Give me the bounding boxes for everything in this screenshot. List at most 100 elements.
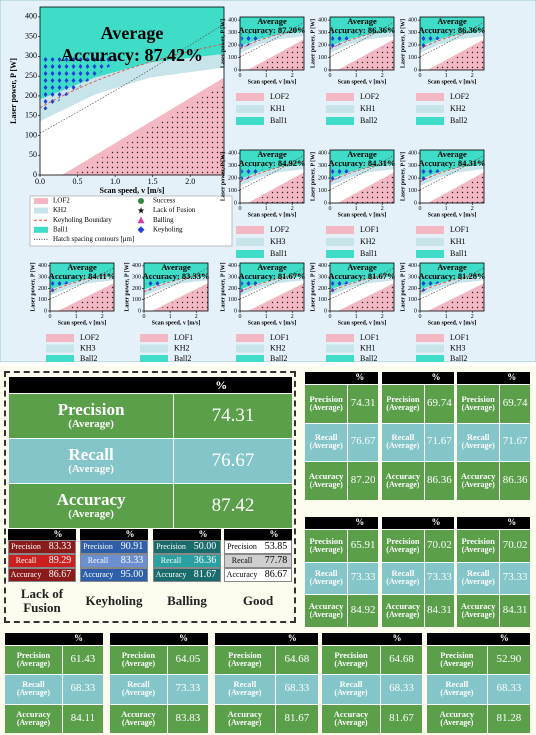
table-header — [305, 517, 378, 529]
metric-value: 74.31 — [173, 393, 292, 438]
class-metric-label: Recall — [231, 555, 253, 565]
keyhole-markers — [145, 277, 173, 293]
x-tick-label: 0 — [419, 206, 422, 212]
metric-sub: (Average) — [68, 462, 114, 475]
class-value: 50.00 — [193, 540, 217, 552]
metric-value: 69.74 — [423, 384, 454, 423]
class-row — [153, 554, 221, 568]
metric-sub: (Average) — [461, 544, 495, 554]
x-axis-label: Scan speed, v [m/s] — [428, 320, 477, 326]
table-row — [215, 674, 318, 704]
boundary-line — [419, 273, 485, 293]
x-tick-label: 0 — [49, 314, 52, 320]
class-metric-label: Recall — [87, 555, 109, 565]
x-tick-label: 1 — [355, 73, 358, 79]
table-row — [382, 529, 454, 562]
y-tick-label: 200 — [25, 91, 37, 100]
class-value: 90.91 — [120, 540, 144, 552]
legend-label: LOF2 — [270, 225, 289, 234]
boundary-line — [419, 161, 485, 183]
table-row — [427, 703, 530, 733]
legend-swatch — [236, 238, 264, 246]
y-tick-label: 100 — [408, 55, 417, 61]
marker-field — [431, 174, 484, 203]
metric-value: 68.33 — [380, 674, 422, 704]
keyhole-markers — [331, 277, 359, 293]
metric-sub: (Average) — [440, 658, 474, 668]
metric-name: Precision — [16, 650, 51, 660]
x-tick-label: 2 — [381, 206, 384, 212]
metric-name: Recall — [22, 679, 45, 690]
metric-value: 73.33 — [166, 674, 208, 704]
class-row — [80, 540, 148, 554]
header-percent: % — [392, 633, 402, 644]
metric-name: Recall — [314, 432, 338, 443]
class-row — [224, 554, 292, 568]
x-tick-label: 2 — [381, 73, 384, 79]
table-row — [9, 438, 292, 483]
metric-name: Accuracy — [439, 708, 475, 719]
metric-name: Recall — [233, 679, 257, 690]
y-tick-label: 300 — [132, 274, 141, 280]
table-header — [80, 529, 148, 540]
y-tick-label: 200 — [228, 175, 237, 181]
class-row — [8, 554, 76, 568]
metric-value: 74.31 — [347, 384, 378, 423]
metric-label: Accuracy (Average) — [215, 704, 275, 733]
metric-label: Recall (Average) — [9, 438, 173, 483]
metric-sub: (Average) — [386, 479, 420, 489]
table-header — [8, 529, 76, 540]
y-tick-label: 0 — [44, 308, 47, 314]
plot-title: Average — [101, 23, 164, 43]
legend-label: LOF1 — [450, 333, 469, 342]
y-tick-label: 150 — [25, 111, 37, 120]
class-metric-label: Precision — [11, 541, 41, 551]
contour-line — [329, 21, 395, 58]
x-axis-label: Scan speed, v [m/s] — [428, 212, 477, 218]
y-tick-label: 0 — [138, 308, 141, 314]
plot-accuracy: Accuracy: 87.20% — [238, 25, 305, 35]
contour-line — [239, 154, 305, 191]
plot-title: Average — [437, 262, 467, 272]
y-tick-label: 0 — [414, 67, 417, 73]
class-metric-label: Precision — [227, 541, 257, 551]
table-row — [110, 645, 208, 675]
metric-sub: (Average) — [309, 609, 343, 619]
metric-label: Precision (Average) — [427, 645, 487, 674]
plot-title: Average — [347, 262, 377, 272]
metric-name: Precision — [309, 393, 343, 404]
keyhole-markers — [421, 165, 449, 183]
y-tick-label: 350 — [25, 31, 37, 40]
y-tick-label: 0 — [234, 200, 237, 206]
metric-value: 84.31 — [423, 594, 454, 627]
class-row — [8, 540, 76, 554]
class-metric-label: Accuracy — [155, 569, 187, 579]
x-tick-label: 1 — [265, 314, 268, 320]
y-tick-label: 250 — [25, 71, 37, 80]
class-row — [224, 568, 292, 582]
legend-swatch — [326, 250, 354, 258]
metric-name: Recall — [314, 568, 338, 579]
table-header — [457, 517, 530, 529]
x-axis-label: Scan speed, v [m/s] — [152, 320, 201, 326]
x-tick-label: 1 — [445, 206, 448, 212]
metric-label: Accuracy (Average) — [457, 461, 499, 500]
plot-frame — [329, 262, 395, 312]
y-tick-label: 100 — [408, 297, 417, 303]
metric-sub: (Average) — [121, 717, 155, 727]
kh-region — [420, 164, 484, 187]
metric-value: 86.36 — [499, 461, 530, 500]
plot-frame — [49, 262, 115, 312]
y-tick-label: 400 — [318, 17, 327, 23]
header-percent: % — [215, 377, 228, 392]
plot-frame — [39, 6, 225, 176]
metric-sub: (Average) — [228, 688, 262, 698]
plot-accuracy: Accuracy: 83.33% — [142, 271, 209, 281]
legend-label: LOF2 — [80, 333, 99, 342]
metric-sub: (Average) — [386, 609, 420, 619]
keyhole-markers — [331, 165, 359, 183]
legend-swatch — [326, 105, 354, 113]
class-value: 86.67 — [48, 568, 72, 580]
contour-line — [39, 23, 225, 134]
